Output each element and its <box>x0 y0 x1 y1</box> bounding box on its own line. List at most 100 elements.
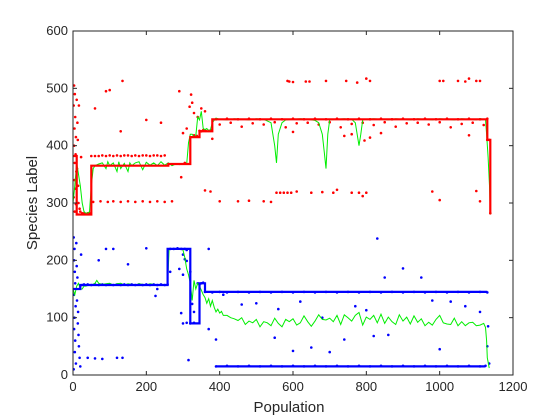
data-point <box>324 79 328 83</box>
step-line <box>73 118 492 216</box>
data-point <box>350 122 354 126</box>
data-point <box>332 191 335 194</box>
series-5-step <box>73 247 488 325</box>
data-point <box>372 334 376 338</box>
data-point <box>185 321 188 325</box>
data-point <box>357 191 361 194</box>
data-point <box>275 191 278 194</box>
data-point <box>73 127 76 130</box>
data-point <box>112 247 115 251</box>
data-point <box>284 126 288 129</box>
data-point <box>76 322 80 325</box>
data-point <box>247 199 251 202</box>
data-point <box>74 362 78 365</box>
data-point <box>286 191 289 194</box>
data-point <box>130 154 133 158</box>
data-point <box>273 120 277 124</box>
data-point <box>420 276 423 279</box>
data-point <box>121 79 124 83</box>
data-point <box>211 137 214 141</box>
data-point <box>438 198 442 202</box>
data-point <box>387 333 390 337</box>
data-point <box>154 294 157 298</box>
data-point <box>190 302 194 306</box>
data-point <box>185 259 188 263</box>
data-point <box>76 138 80 142</box>
data-point <box>73 115 77 119</box>
data-point <box>74 135 78 139</box>
data-point <box>365 191 368 194</box>
y-tick-label: 500 <box>46 80 68 95</box>
data-point <box>401 267 405 270</box>
data-point <box>192 111 196 115</box>
data-point <box>104 154 108 158</box>
data-point <box>77 333 80 337</box>
data-point <box>207 247 210 251</box>
data-point <box>112 200 115 203</box>
data-point <box>73 282 77 285</box>
data-point <box>203 110 207 113</box>
data-point <box>262 123 266 126</box>
data-point <box>145 247 148 250</box>
data-point <box>188 105 191 108</box>
data-point <box>126 263 130 266</box>
data-point <box>75 264 78 268</box>
data-point <box>189 93 193 96</box>
data-point <box>97 154 100 158</box>
data-point <box>273 336 277 340</box>
data-point <box>295 122 299 125</box>
data-point <box>93 154 97 158</box>
data-point <box>240 125 243 128</box>
data-point <box>363 139 366 142</box>
data-point <box>438 120 442 124</box>
data-point <box>310 191 313 194</box>
data-point <box>372 123 376 127</box>
data-point <box>119 200 122 204</box>
data-point <box>478 200 482 203</box>
data-point <box>75 98 78 102</box>
data-point <box>75 241 78 245</box>
y-axis: 0 100 200 300 400 500 600 <box>46 23 513 382</box>
data-point <box>77 104 81 107</box>
data-point <box>467 134 471 137</box>
data-point <box>209 190 212 193</box>
data-point <box>76 310 80 314</box>
data-point <box>108 88 111 92</box>
data-point <box>376 237 379 240</box>
data-point <box>295 190 299 193</box>
data-point <box>449 126 453 129</box>
data-point <box>214 338 218 341</box>
data-point <box>405 122 409 125</box>
x-axis-label: Population <box>254 399 325 416</box>
data-point <box>471 121 475 124</box>
data-point <box>185 127 188 130</box>
data-point <box>343 134 346 138</box>
data-point <box>486 325 490 328</box>
y-tick-label: 400 <box>46 138 68 153</box>
data-point <box>282 191 286 194</box>
data-point <box>240 303 243 306</box>
data-point <box>104 247 108 251</box>
data-point <box>141 154 144 157</box>
x-tick-label: 1200 <box>499 379 528 394</box>
data-point <box>115 356 119 360</box>
data-point <box>73 210 77 213</box>
data-point <box>168 270 172 274</box>
plot-area <box>73 77 492 371</box>
data-point <box>93 107 97 110</box>
data-point <box>99 200 102 203</box>
data-point <box>73 339 77 342</box>
data-point <box>73 92 77 96</box>
data-point <box>383 120 387 124</box>
data-point <box>181 273 185 277</box>
data-point <box>79 155 83 159</box>
plot-background <box>73 31 513 375</box>
data-point <box>73 84 76 87</box>
data-point <box>145 154 148 157</box>
data-point <box>181 322 185 325</box>
data-point <box>291 130 295 134</box>
data-point <box>141 200 144 203</box>
data-point <box>163 154 166 157</box>
data-point <box>179 175 183 179</box>
